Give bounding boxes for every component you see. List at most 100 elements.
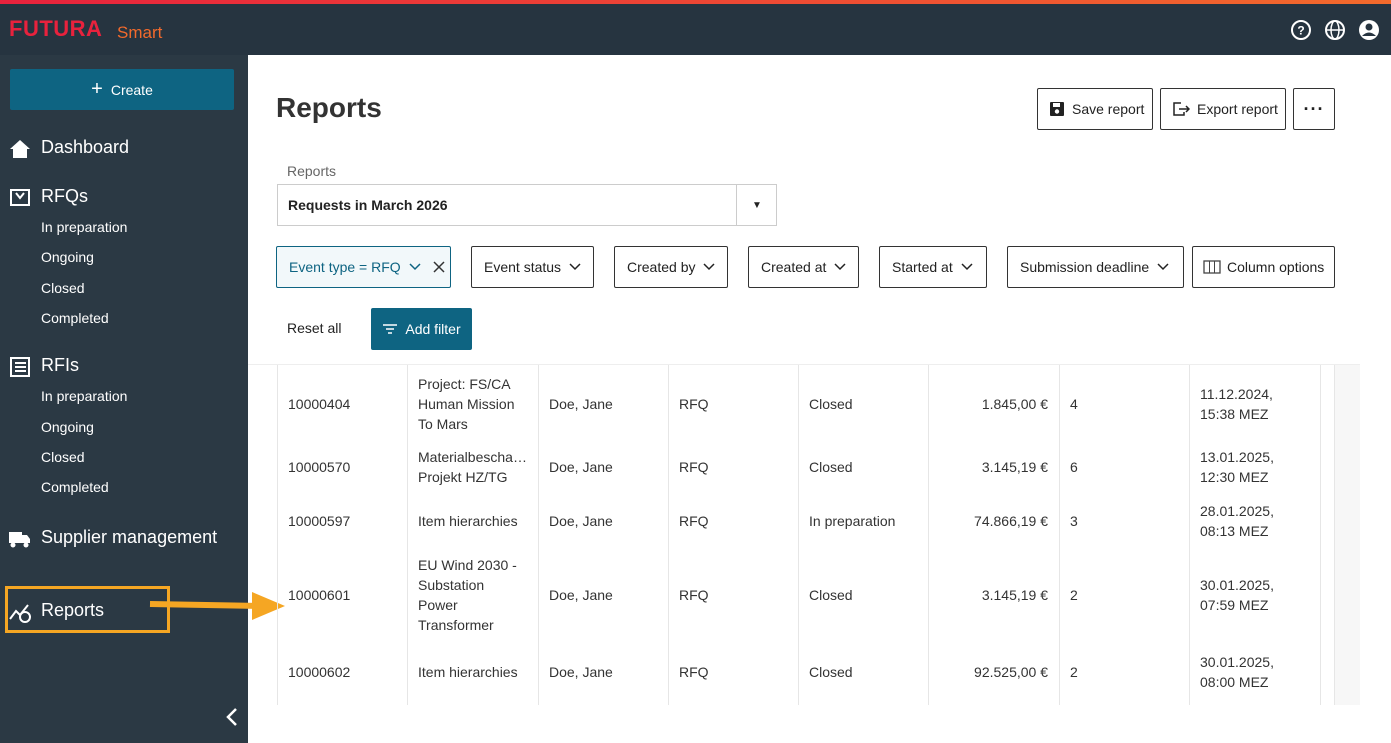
nav-subitem[interactable]: Completed [41,310,109,326]
table-cell: 10000404 [288,396,351,412]
action-button[interactable]: Save report [1037,88,1153,130]
filter-button[interactable]: Created by [614,246,728,288]
column-border [1320,365,1321,705]
column-border [928,365,929,705]
nav-subitem[interactable]: Closed [41,280,85,296]
table-cell: 3.145,19 € [981,587,1048,603]
nav-item[interactable]: RFQs [41,186,88,206]
add-filter-button[interactable]: Add filter [371,308,472,350]
table-cell: Item hierarchies [418,664,518,680]
table-cell: 3 [1070,513,1078,529]
filter-button[interactable]: Submission deadline [1007,246,1184,288]
nav-item[interactable]: Dashboard [41,137,130,157]
brand-suffix: Smart [117,23,163,42]
chevron [569,263,581,271]
clear-filter[interactable] [432,260,446,274]
annotation [5,586,285,633]
action-button[interactable]: Export report [1160,88,1286,130]
table-cell: 13.01.2025, 12:30 MEZ [1200,449,1274,485]
table-cell: 30.01.2025, 07:59 MEZ [1200,577,1274,613]
brand: FUTURA [9,16,103,41]
table-cell: 74.866,19 € [974,513,1048,529]
table-cell: 10000570 [288,459,351,475]
column-options-label: Column options [1227,259,1325,275]
report-label: Reports [287,163,337,179]
create-button[interactable]: + Create [10,69,234,110]
table-cell: 30.01.2025, 08:00 MEZ [1200,654,1274,690]
accent-stripe [0,0,1391,4]
nav-subitem[interactable]: In preparation [41,388,128,404]
column-border [1059,365,1060,705]
filter-label: Started at [892,259,953,275]
table-cell: Closed [809,664,853,680]
nav-subitem[interactable]: In preparation [41,219,128,235]
filter-button[interactable]: Created at [748,246,859,288]
filter-label: Submission deadline [1020,259,1150,275]
nav-item[interactable]: Reports [41,600,105,620]
table-cell: 6 [1070,459,1078,475]
table-cell: Item hierarchies [418,513,518,529]
top-icons: ? [1291,20,1379,40]
filter-label: Event status [484,259,562,275]
column-border [1334,365,1335,705]
filter-button[interactable]: Event status [471,246,594,288]
nav-subitem[interactable]: Completed [41,479,109,495]
nav-subitem[interactable]: Ongoing [41,249,94,265]
nav-icons [9,140,31,623]
report-select[interactable]: Requests in March 2026 ▼ [277,184,777,226]
table-cell: 10000601 [288,587,351,603]
chevron [1157,263,1169,271]
nav-subitem[interactable]: Closed [41,449,85,465]
table-cell: 10000597 [288,513,351,529]
column-border [1189,365,1190,705]
filter-button[interactable]: Event type = RFQ [276,246,451,288]
top-bar: FUTURA Smart ? [0,0,1391,55]
action-label: Save report [1072,101,1145,117]
table-cell: 28.01.2025, 08:13 MEZ [1200,503,1274,539]
table-cell: RFQ [679,664,709,680]
select-arrow: ▼ [736,185,777,225]
report-selected: Requests in March 2026 [288,197,448,213]
table-cell: 1.845,00 € [981,396,1048,412]
filter-label: Created by [627,259,696,275]
table-cell: EU Wind 2030 - Substation Power Transfor… [418,557,517,633]
action-label: Export report [1197,101,1278,117]
table-cell: RFQ [679,459,709,475]
table-cell: 4 [1070,396,1078,412]
table-cell: Doe, Jane [549,513,613,529]
page-title: Reports [276,92,382,123]
table-divider [248,364,1360,365]
svg-text:?: ? [1297,24,1304,38]
filter-label: Created at [761,259,827,275]
nav-item[interactable]: Supplier management [41,527,218,547]
table-cell: RFQ [679,587,709,603]
column-border [798,365,799,705]
nav-subitem[interactable]: Ongoing [41,419,94,435]
filter-label: Event type = RFQ [289,259,401,275]
nav-item[interactable]: RFIs [41,355,79,375]
table-cell: 2 [1070,587,1078,603]
column-options-button[interactable]: Column options [1192,246,1335,288]
table-cell: 11.12.2024, 15:38 MEZ [1200,386,1273,422]
table-cell: Doe, Jane [549,396,613,412]
sidebar [0,55,248,743]
chevron [409,263,421,271]
more-button[interactable]: ··· [1293,88,1335,130]
table-cell: 2 [1070,664,1078,680]
column-border [538,365,539,705]
create-label: Create [110,81,153,98]
table-cell: 92.525,00 € [974,664,1048,680]
table-cell: Project: FS/CA Human Mission To Mars [418,376,515,432]
scroll-area [1335,365,1360,705]
reset-all[interactable]: Reset all [287,320,342,336]
filter-button[interactable]: Started at [879,246,987,288]
chevron [703,263,716,271]
table-cell: Doe, Jane [549,587,613,603]
table-cell: 10000602 [288,664,351,680]
table-cell: Doe, Jane [549,664,613,680]
table-cell: Materialbescha… Projekt HZ/TG [418,449,527,485]
table-cell: 3.145,19 € [981,459,1048,475]
add-filter-label: Add filter [405,321,461,337]
table-cell: RFQ [679,513,709,529]
collapse-button[interactable] [222,706,242,728]
